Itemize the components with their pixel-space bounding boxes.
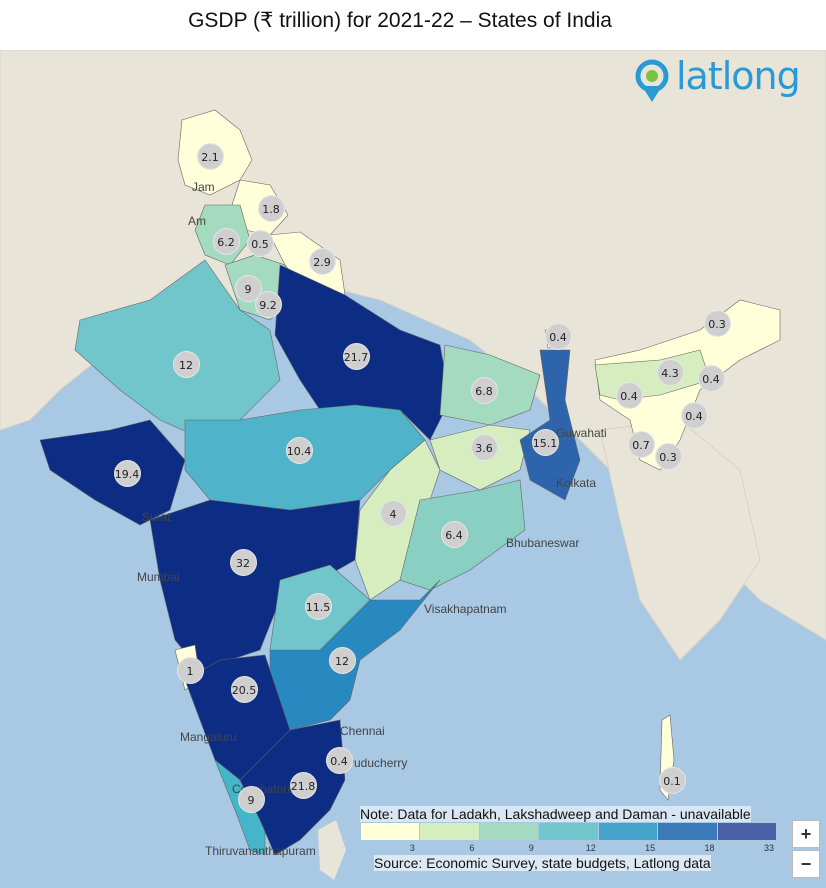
city-label: Jam [192, 180, 215, 194]
city-label: Puducherry [346, 756, 408, 770]
legend-tick-label: 9 [528, 843, 534, 853]
city-label: Kolkata [556, 476, 597, 490]
value-bubble[interactable]: 0.3 [654, 442, 682, 470]
value-bubble[interactable]: 9 [237, 785, 265, 813]
city-label: Mangaluru [180, 730, 237, 744]
legend-swatch [658, 823, 717, 840]
color-legend: 3 6 9 12 15 18 33 [361, 823, 777, 856]
land-background [0, 50, 826, 641]
value-bubble[interactable]: 21.7 [342, 342, 370, 370]
legend-swatch [539, 823, 598, 840]
map-pin-icon [635, 59, 669, 102]
legend-tick-label: 12 [585, 843, 596, 853]
value-bubble[interactable]: 3.6 [470, 433, 498, 461]
land-myanmar [599, 419, 761, 661]
value-bubble[interactable]: 11.5 [304, 592, 332, 620]
value-bubble[interactable]: 10.4 [285, 436, 313, 464]
value-bubble[interactable]: 20.5 [230, 675, 258, 703]
legend-swatch [361, 823, 420, 840]
value-bubble[interactable]: 2.9 [308, 247, 336, 275]
legend-tick-label: 15 [645, 843, 656, 853]
value-bubble[interactable]: 6.4 [440, 520, 468, 548]
value-bubble[interactable]: 0.5 [246, 229, 274, 257]
state-rajasthan [74, 259, 281, 441]
value-bubble[interactable]: 2.1 [196, 142, 224, 170]
legend-swatch [479, 823, 539, 840]
state-gujarat [39, 419, 186, 526]
value-bubble[interactable]: 0.4 [697, 364, 725, 392]
choropleth-map[interactable]: Jam Am Guwahati Kolkata Bhubaneswar Mumbai Sur… [0, 50, 826, 888]
legend-tick-label: 33 [763, 843, 774, 853]
value-bubble[interactable]: 15.1 [531, 428, 559, 456]
legend-tick-label: 3 [409, 843, 415, 853]
value-bubble[interactable]: 0.3 [703, 309, 731, 337]
value-bubble[interactable]: 4.3 [656, 358, 684, 386]
city-label: Guwahati [556, 426, 607, 440]
state-west-bengal [519, 349, 581, 501]
city-label: Thiruvananthapuram [205, 844, 316, 858]
logo-text: latlong [676, 54, 801, 98]
legend-swatch [717, 823, 776, 840]
legend-swatch [598, 823, 658, 840]
value-bubble[interactable]: 19.4 [113, 459, 141, 487]
value-bubble[interactable]: 12 [328, 646, 356, 674]
zoom-in-button[interactable]: + [792, 820, 820, 848]
value-bubble[interactable]: 0.4 [325, 746, 353, 774]
value-bubble[interactable]: 6.2 [212, 227, 240, 255]
city-label: Chennai [340, 724, 385, 738]
legend-tick-label: 18 [704, 843, 715, 853]
value-bubble[interactable]: 0.4 [680, 401, 708, 429]
land-srilanka [318, 820, 346, 880]
value-bubble[interactable]: 9 [234, 274, 262, 302]
city-label: Am [188, 214, 206, 228]
value-bubble[interactable]: 0.1 [658, 766, 686, 794]
value-bubble[interactable]: 12 [172, 350, 200, 378]
value-bubble[interactable]: 6.8 [470, 376, 498, 404]
value-bubble[interactable]: 1 [176, 656, 204, 684]
value-bubble[interactable]: 32 [229, 548, 257, 576]
legend-swatch [420, 823, 479, 840]
value-bubble[interactable]: 21.8 [289, 771, 317, 799]
value-bubble[interactable]: 4 [379, 499, 407, 527]
note-text: Note: Data for Ladakh, Lakshadweep and D… [360, 806, 751, 822]
value-bubble[interactable]: 0.4 [615, 381, 643, 409]
city-label: Mumbai [137, 570, 180, 584]
value-bubble[interactable]: 9.2 [254, 290, 282, 318]
value-bubble[interactable]: 1.8 [257, 194, 285, 222]
zoom-out-button[interactable]: − [792, 850, 820, 878]
map-title: GSDP (₹ trillion) for 2021-22 – States o… [188, 9, 612, 32]
city-label: Visakhapatnam [424, 602, 507, 616]
source-text: Source: Economic Survey, state budgets, … [374, 855, 711, 871]
legend-tick-label: 6 [469, 843, 475, 853]
city-label: Bhubaneswar [506, 536, 580, 550]
value-bubble[interactable]: 0.4 [544, 322, 572, 350]
city-label: Surat [142, 510, 171, 524]
value-bubble[interactable]: 0.7 [627, 430, 655, 458]
